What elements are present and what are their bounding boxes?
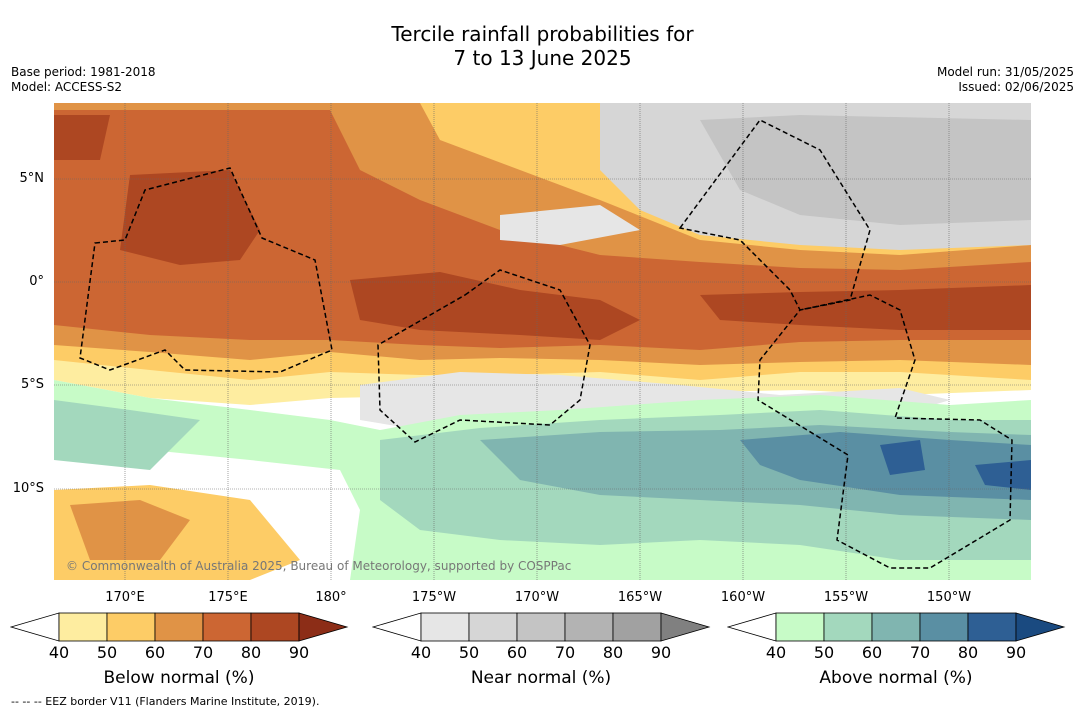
lon-label-150w: 150°W bbox=[926, 590, 972, 605]
colorbar-title-below: Below normal (%) bbox=[103, 668, 255, 688]
colorbar-tick-label: 70 bbox=[554, 643, 576, 662]
colorbar-segment bbox=[202, 612, 252, 642]
near-normal-patch-center bbox=[360, 205, 950, 430]
colorbar-extend-high bbox=[1015, 612, 1066, 642]
model-run: Model run: 31/05/2025 bbox=[936, 65, 1074, 79]
base-period: Base period: 1981-2018 bbox=[11, 65, 156, 79]
colorbar-segment bbox=[58, 612, 108, 642]
colorbar-segment bbox=[612, 612, 662, 642]
colorbar-segment bbox=[420, 612, 470, 642]
lon-label-155w: 155°W bbox=[823, 590, 869, 605]
eez-tuvalu-kiribati-west bbox=[79, 167, 333, 373]
lon-label-175w: 175°W bbox=[411, 590, 457, 605]
colorbar-near-normal bbox=[372, 612, 711, 642]
colorbar-segment bbox=[468, 612, 518, 642]
above-normal-band-80 bbox=[740, 432, 1031, 500]
colorbar-tick-label: 40 bbox=[765, 643, 787, 662]
eez-legend: -- -- -- EEZ border V11 (Flanders Marine… bbox=[11, 695, 320, 708]
colorbar-tick-label: 60 bbox=[506, 643, 528, 662]
lon-label-170e: 170°E bbox=[105, 590, 145, 605]
colorbar-tick-label: 50 bbox=[813, 643, 835, 662]
below-normal-band-80 bbox=[54, 110, 1031, 350]
meta-right: Model run: 31/05/2025 Issued: 02/06/2025 bbox=[937, 65, 1074, 95]
issued-date: Issued: 02/06/2025 bbox=[958, 80, 1074, 94]
below-normal-southwest-inner bbox=[70, 500, 190, 560]
colorbar-segment bbox=[967, 612, 1017, 642]
colorbar-extend-high bbox=[298, 612, 349, 642]
lat-label-5s: 5°S bbox=[20, 377, 44, 392]
colorbar-segment bbox=[154, 612, 204, 642]
colorbar-below-normal bbox=[10, 612, 349, 642]
colorbar-segment bbox=[250, 612, 300, 642]
eez-line-islands bbox=[678, 119, 1013, 569]
colorbar-segment bbox=[823, 612, 873, 642]
lat-label-10s: 10°S bbox=[12, 481, 44, 496]
colorbar-extend-high bbox=[660, 612, 711, 642]
colorbar-tick-label: 60 bbox=[144, 643, 166, 662]
colorbar-tick-label: 50 bbox=[96, 643, 118, 662]
graticule bbox=[54, 103, 1031, 580]
lon-label-175e: 175°E bbox=[208, 590, 248, 605]
colorbar-tick-label: 90 bbox=[1005, 643, 1027, 662]
eez-phoenix bbox=[377, 269, 591, 443]
above-normal-band-90 bbox=[880, 440, 1031, 490]
colorbar-above-normal bbox=[727, 612, 1066, 642]
chart-title: Tercile rainfall probabilities for 7 to … bbox=[0, 22, 1085, 70]
colorbar-tick-label: 70 bbox=[192, 643, 214, 662]
colorbar-extend-low bbox=[727, 612, 777, 642]
colorbar-segment bbox=[516, 612, 566, 642]
model-name: Model: ACCESS-S2 bbox=[11, 80, 123, 94]
title-line-2: 7 to 13 June 2025 bbox=[453, 46, 632, 70]
lon-label-165w: 165°W bbox=[617, 590, 663, 605]
colorbar-segment bbox=[775, 612, 825, 642]
meta-left: Base period: 1981-2018 Model: ACCESS-S2 bbox=[11, 65, 156, 95]
colorbar-segment bbox=[871, 612, 921, 642]
colorbar-segment bbox=[564, 612, 614, 642]
colorbar-tick-label: 40 bbox=[48, 643, 70, 662]
near-normal-patch-north-inner bbox=[700, 115, 1031, 225]
colorbar-segment bbox=[106, 612, 156, 642]
lat-label-5n: 5°N bbox=[19, 171, 45, 186]
colorbar-tick-label: 80 bbox=[240, 643, 262, 662]
colorbar-tick-label: 90 bbox=[650, 643, 672, 662]
lon-label-160w: 160°W bbox=[720, 590, 766, 605]
colorbar-tick-label: 80 bbox=[602, 643, 624, 662]
title-line-1: Tercile rainfall probabilities for bbox=[391, 22, 694, 46]
colorbar-tick-label: 50 bbox=[458, 643, 480, 662]
colorbar-title-near: Near normal (%) bbox=[470, 668, 612, 688]
colorbar-extend-low bbox=[372, 612, 422, 642]
eez-borders bbox=[79, 119, 1013, 569]
colorbar-tick-label: 70 bbox=[909, 643, 931, 662]
lon-label-180: 180° bbox=[315, 590, 347, 605]
lon-label-170w: 170°W bbox=[514, 590, 560, 605]
below-normal-band-90 bbox=[54, 115, 1031, 340]
colorbar-tick-label: 60 bbox=[861, 643, 883, 662]
colorbar-title-above: Above normal (%) bbox=[819, 668, 973, 688]
map-field bbox=[54, 103, 1031, 580]
colorbar-tick-label: 90 bbox=[288, 643, 310, 662]
colorbar-segment bbox=[919, 612, 969, 642]
lat-label-0: 0° bbox=[29, 274, 44, 289]
colorbar-tick-label: 80 bbox=[957, 643, 979, 662]
copyright-notice: © Commonwealth of Australia 2025, Bureau… bbox=[66, 559, 572, 573]
colorbar-tick-label: 40 bbox=[410, 643, 432, 662]
colorbar-extend-low bbox=[10, 612, 60, 642]
